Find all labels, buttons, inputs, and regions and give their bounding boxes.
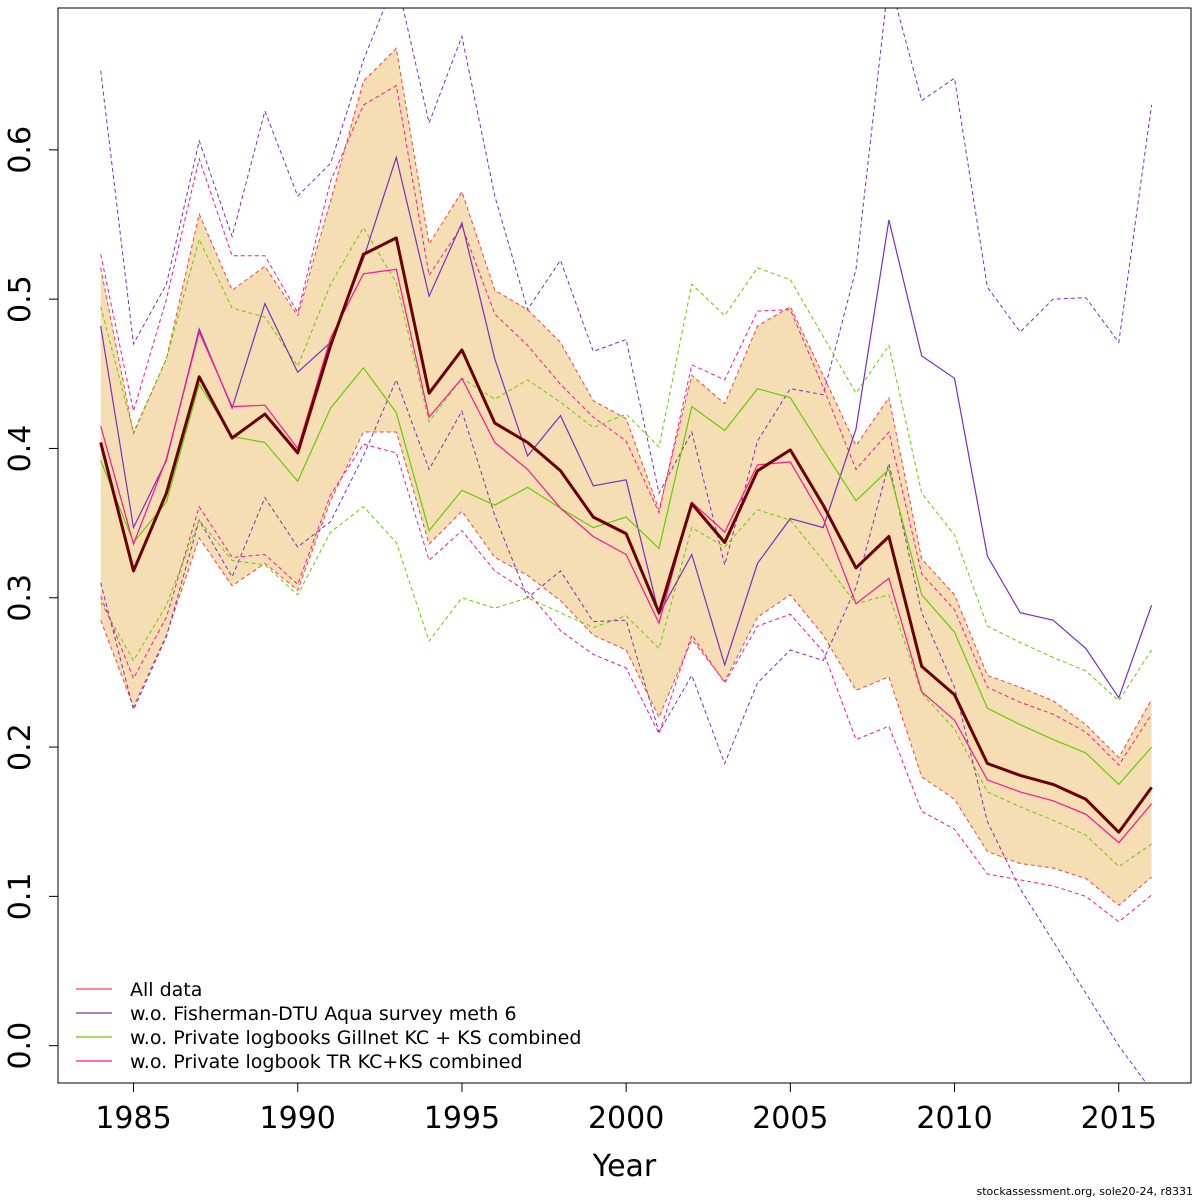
x-tick-label-2015: 2015: [1081, 1101, 1157, 1136]
confidence-band: [100, 48, 1152, 906]
x-tick-label-2000: 2000: [588, 1101, 664, 1136]
series-2-line: [100, 366, 1153, 786]
series-1-upper-bound: [100, 8, 1153, 566]
x-tick-label-1995: 1995: [424, 1101, 500, 1136]
legend-label-2: w.o. Private logbooks Gillnet KC + KS co…: [130, 1027, 581, 1049]
series-3-upper-bound: [100, 84, 1153, 766]
main-estimate-line: [99, 236, 1153, 834]
y-tick-label-3: 0.3: [3, 574, 38, 622]
x-axis-title: Year: [592, 1149, 657, 1184]
series-0-upper-bound: [100, 47, 1153, 759]
y-tick-label-6: 0.6: [3, 126, 38, 174]
y-tick-label-2: 0.2: [3, 723, 38, 771]
series-2-lower-bound: [100, 506, 1152, 868]
y-tick-label-1: 0.1: [3, 873, 38, 921]
legend-label-1: w.o. Fisherman-DTU Aqua survey meth 6: [130, 1003, 517, 1025]
series-1-line: [100, 155, 1153, 700]
y-tick-label-5: 0.5: [3, 275, 38, 323]
x-axis: 1985 1990 1995 2000 2005 2010 2015: [95, 1083, 1157, 1136]
y-tick-label-0: 0.0: [3, 1022, 38, 1070]
series-0-lower-bound: [100, 431, 1152, 906]
legend-label-0: All data: [130, 979, 202, 1001]
plot-frame: [57, 7, 1192, 1084]
x-tick-label-1985: 1985: [95, 1101, 171, 1136]
x-tick-label-2005: 2005: [752, 1101, 828, 1136]
series-3-line: [100, 268, 1153, 844]
x-tick-label-1990: 1990: [260, 1101, 336, 1136]
x-tick-label-2010: 2010: [916, 1101, 992, 1136]
plot-area: [99, 8, 1153, 1083]
series-3-lower-bound: [100, 443, 1152, 923]
y-tick-label-4: 0.4: [3, 425, 38, 473]
y-axis: 0.0 0.1 0.2 0.3 0.4 0.5 0.6: [3, 126, 58, 1070]
series-2-upper-bound: [100, 226, 1153, 702]
credit-text: stockassessment.org, sole20-24, r8331: [977, 1185, 1194, 1198]
legend-label-3: w.o. Private logbook TR KC+KS combined: [130, 1051, 523, 1073]
